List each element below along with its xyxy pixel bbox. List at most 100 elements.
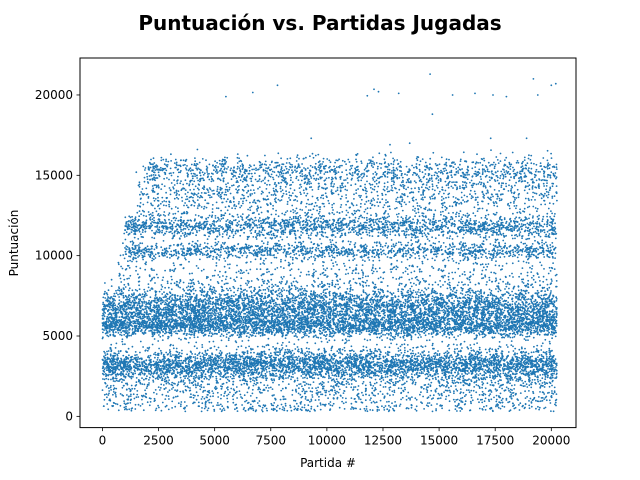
data-point <box>258 400 261 402</box>
data-point <box>126 351 129 353</box>
data-point <box>315 387 317 389</box>
data-point <box>105 393 108 395</box>
data-point <box>521 369 524 372</box>
data-point <box>362 368 365 371</box>
data-point <box>346 366 349 369</box>
data-point <box>446 368 449 371</box>
data-point <box>412 352 415 355</box>
data-point <box>157 365 160 368</box>
data-point <box>454 400 456 403</box>
data-point <box>551 384 553 387</box>
data-point <box>305 390 308 393</box>
data-point <box>189 387 191 389</box>
data-point <box>541 373 544 376</box>
data-point <box>536 378 539 381</box>
data-point <box>343 357 346 360</box>
data-point <box>116 372 119 375</box>
data-point <box>239 364 242 367</box>
data-point <box>218 370 220 372</box>
data-point <box>288 360 290 362</box>
data-point <box>517 378 520 381</box>
data-point <box>373 374 375 377</box>
data-point <box>461 347 463 349</box>
data-point <box>380 372 383 375</box>
data-point <box>390 380 393 382</box>
data-point <box>458 378 461 381</box>
data-point <box>117 364 120 367</box>
data-point <box>409 348 412 351</box>
data-point <box>399 349 402 352</box>
data-point <box>401 396 404 399</box>
data-point <box>226 368 229 371</box>
data-point <box>179 376 182 379</box>
data-point <box>414 381 417 384</box>
data-point <box>379 384 382 386</box>
data-point <box>221 385 224 388</box>
data-point <box>211 353 214 356</box>
data-point <box>304 396 307 398</box>
data-point <box>188 358 191 361</box>
data-point <box>544 378 547 381</box>
data-point <box>268 387 270 389</box>
data-point <box>509 391 512 394</box>
data-point <box>117 409 120 412</box>
data-point <box>150 365 153 367</box>
data-point <box>217 346 220 349</box>
data-point <box>125 388 128 391</box>
data-point <box>180 403 182 406</box>
data-point <box>329 377 332 379</box>
data-point <box>260 364 263 367</box>
data-point <box>177 381 180 383</box>
data-point <box>457 350 460 353</box>
data-point <box>484 369 487 371</box>
data-point <box>210 372 213 374</box>
data-point <box>480 354 483 357</box>
data-point <box>224 358 227 361</box>
data-point <box>469 352 471 354</box>
data-point <box>285 369 288 371</box>
data-point <box>310 407 313 410</box>
data-point <box>375 354 378 357</box>
data-point <box>481 360 484 363</box>
data-point <box>515 379 518 382</box>
data-point <box>423 350 425 353</box>
data-point <box>321 352 323 355</box>
data-point <box>148 379 150 381</box>
data-point <box>545 371 548 373</box>
data-point <box>219 354 222 357</box>
data-point <box>321 393 324 396</box>
data-point <box>306 361 309 364</box>
data-point <box>287 355 289 358</box>
data-point <box>427 365 430 367</box>
data-point <box>141 383 144 385</box>
data-point <box>336 350 339 353</box>
data-point <box>481 362 484 365</box>
data-point <box>168 379 171 381</box>
data-point <box>489 376 492 379</box>
data-point <box>548 381 551 384</box>
data-point <box>523 357 525 359</box>
data-point <box>495 350 497 353</box>
data-point <box>188 363 191 366</box>
data-point <box>427 351 430 353</box>
data-point <box>470 389 473 392</box>
data-point <box>234 373 237 376</box>
data-point <box>194 359 197 362</box>
data-point <box>162 384 165 386</box>
data-point <box>102 378 104 380</box>
data-point <box>182 380 185 383</box>
data-point <box>241 340 244 342</box>
data-point <box>356 388 359 391</box>
data-point <box>366 366 369 369</box>
data-point <box>254 369 257 372</box>
data-point <box>456 389 459 392</box>
data-point <box>484 378 487 381</box>
data-point <box>109 386 112 389</box>
data-point <box>382 355 385 358</box>
data-point <box>511 372 514 375</box>
data-point <box>301 390 304 393</box>
data-point <box>312 381 315 383</box>
data-point <box>134 362 136 365</box>
data-point <box>164 405 167 408</box>
data-point <box>318 391 320 394</box>
